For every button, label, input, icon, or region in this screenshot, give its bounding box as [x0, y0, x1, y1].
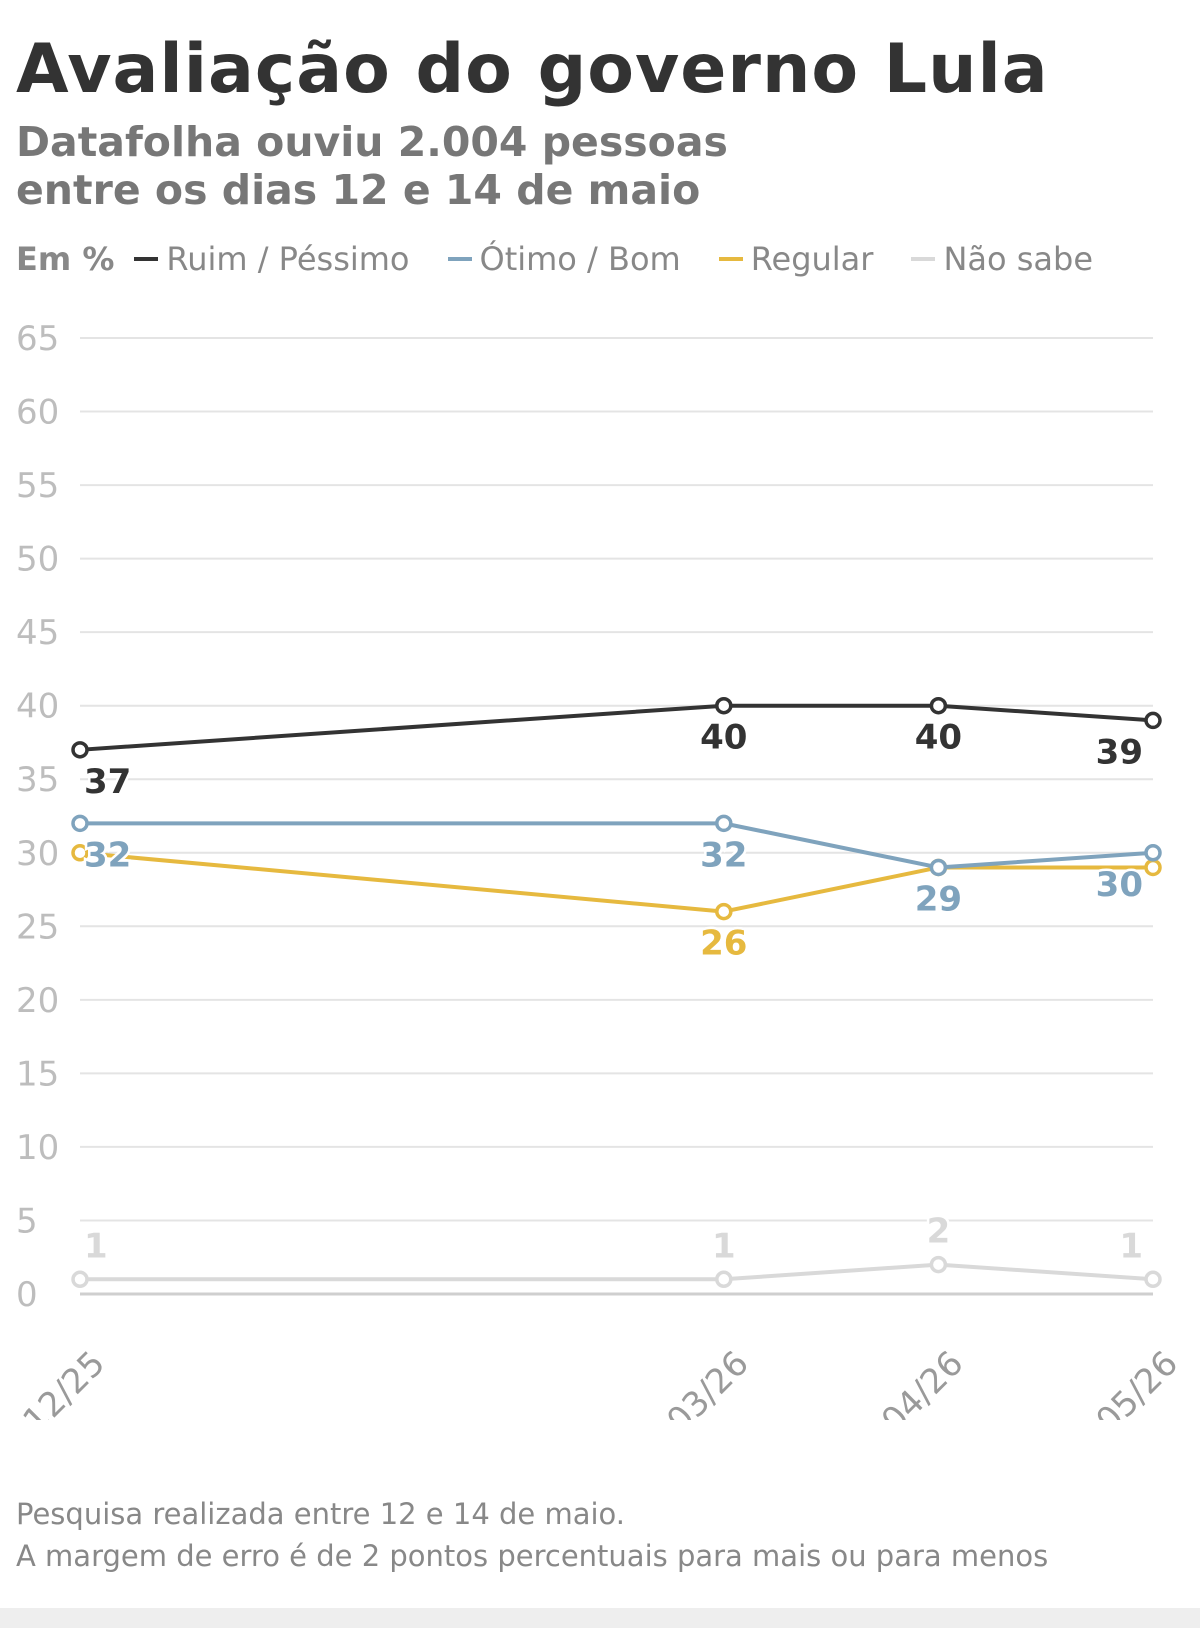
chart-legend: Em % Ruim / Péssimo Ótimo / Bom Regular …: [16, 240, 1131, 278]
data-label-nao-sabe-1: 1: [712, 1226, 736, 1266]
footnote-line-1: Pesquisa realizada entre 12 e 14 de maio…: [16, 1497, 625, 1531]
point-otimo-bom-3: [1144, 844, 1162, 862]
data-label-ruim-pessimo-2: 40: [915, 718, 962, 758]
y-tick-label-30: 30: [16, 834, 59, 874]
footnote: Pesquisa realizada entre 12 e 14 de maio…: [16, 1493, 1048, 1577]
data-label-ruim-pessimo-3: 39: [1096, 732, 1143, 772]
legend-label-otimo-bom: Ótimo / Bom: [479, 240, 681, 278]
point-nao-sabe-3: [1144, 1270, 1162, 1289]
legend-swatch-nao-sabe: [911, 257, 936, 261]
line-chart: 0 5 10 15 20 25 30 35 40 45 50 55 60 65 12/25 03/26 04/2…: [15, 319, 1186, 1420]
subtitle-line-1: Datafolha ouviu 2.004 pessoas: [16, 118, 728, 166]
legend-swatch-regular: [718, 257, 743, 261]
point-ruim-pessimo-2: [929, 696, 948, 715]
data-label-nao-sabe-0: 1: [84, 1226, 108, 1266]
legend-swatch-otimo-bom: [447, 257, 472, 261]
bottom-bar: [0, 1608, 1200, 1628]
point-regular-3: [1144, 858, 1162, 877]
legend-label-regular: Regular: [750, 240, 874, 278]
y-tick-label-5: 5: [16, 1201, 38, 1241]
point-nao-sabe-2: [929, 1255, 948, 1274]
series-line-otimo-bom: [80, 821, 1154, 870]
series-line-regular: [79, 850, 1153, 914]
data-label-otimo-bom-1: 32: [700, 835, 747, 875]
y-tick-label-35: 35: [16, 760, 59, 800]
series-line-nao-sabe: [80, 1262, 1154, 1282]
legend-label-nao-sabe: Não sabe: [943, 240, 1094, 278]
y-tick-label-0: 0: [16, 1275, 38, 1315]
x-tick-label-05-26: 05/26: [1088, 1343, 1186, 1420]
data-label-ruim-pessimo-0: 37: [84, 762, 131, 802]
y-tick-label-45: 45: [16, 613, 59, 653]
legend-item-ruim-pessimo: Ruim / Péssimo: [134, 240, 410, 278]
x-tick-label-03-26: 03/26: [659, 1343, 757, 1420]
unit-label: Em %: [16, 240, 115, 278]
y-tick-label-10: 10: [16, 1128, 59, 1168]
point-regular-1: [715, 902, 733, 921]
point-nao-sabe-1: [715, 1270, 733, 1289]
legend-item-otimo-bom: Ótimo / Bom: [447, 240, 681, 278]
y-tick-label-20: 20: [16, 981, 59, 1021]
data-label-ruim-pessimo-1: 40: [700, 718, 747, 758]
data-label-nao-sabe-2: 2: [927, 1212, 951, 1252]
data-label-regular-1: 26: [700, 924, 747, 964]
y-tick-label-65: 65: [16, 319, 59, 359]
footnote-line-2: A margem de erro é de 2 pontos percentua…: [16, 1539, 1049, 1573]
point-otimo-bom-2: [929, 858, 948, 877]
legend-swatch-ruim-pessimo: [134, 257, 159, 261]
y-tick-label-15: 15: [16, 1054, 59, 1094]
legend-label-ruim-pessimo: Ruim / Péssimo: [166, 240, 410, 278]
y-tick-label-55: 55: [16, 466, 59, 506]
point-regular-0: [71, 844, 89, 862]
series-line-ruim-pessimo: [79, 703, 1154, 752]
y-tick-label-25: 25: [16, 907, 59, 947]
point-ruim-pessimo-3: [1144, 711, 1162, 730]
y-tick-label-40: 40: [16, 687, 59, 727]
point-ruim-pessimo-1: [715, 696, 733, 715]
legend-item-regular: Regular: [718, 240, 874, 278]
point-otimo-bom-1: [715, 814, 733, 833]
x-tick-label-04-26: 04/26: [874, 1343, 972, 1420]
data-label-nao-sabe-3: 1: [1119, 1226, 1143, 1266]
x-tick-label-12-25: 12/25: [15, 1343, 113, 1420]
chart-subtitle: Datafolha ouviu 2.004 pessoas entre os d…: [16, 118, 728, 214]
data-label-otimo-bom-3: 30: [1096, 865, 1143, 905]
y-tick-label-60: 60: [16, 393, 59, 433]
subtitle-line-2: entre os dias 12 e 14 de maio: [16, 166, 701, 214]
data-label-otimo-bom-2: 29: [915, 879, 962, 919]
point-otimo-bom-0: [71, 814, 89, 833]
point-ruim-pessimo-0: [71, 741, 89, 759]
legend-item-nao-sabe: Não sabe: [911, 240, 1093, 278]
point-nao-sabe-0: [71, 1270, 89, 1289]
chart-title: Avaliação do governo Lula: [16, 30, 1049, 109]
data-label-otimo-bom-0: 32: [84, 835, 131, 875]
y-tick-label-50: 50: [16, 540, 59, 580]
